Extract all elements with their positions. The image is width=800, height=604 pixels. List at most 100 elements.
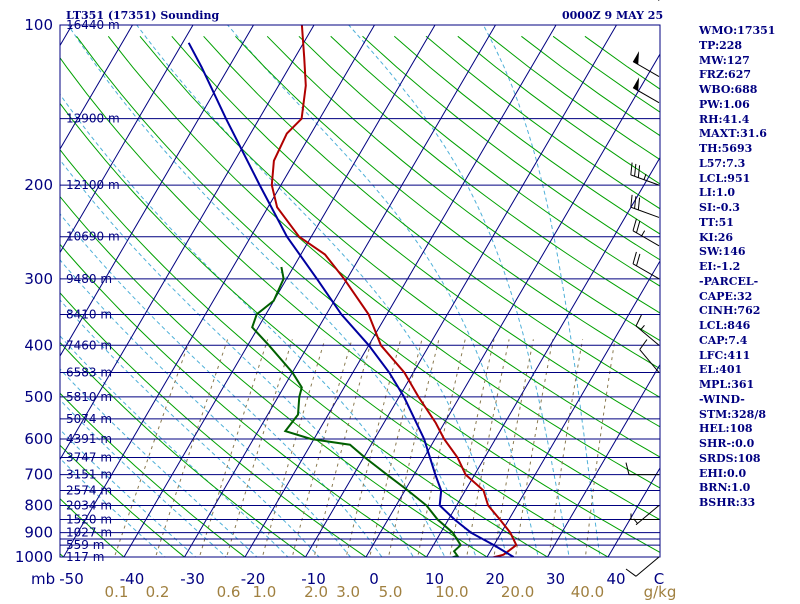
temperature-tick-label: 40 bbox=[606, 570, 625, 588]
mixing-ratio-line bbox=[311, 339, 372, 568]
height-label: 117 m bbox=[66, 550, 104, 564]
index-item: STM:328/8 bbox=[699, 408, 799, 423]
wind-barb-staff bbox=[640, 350, 659, 373]
pressure-tick-label: 400 bbox=[24, 336, 53, 354]
wind-barb-flag bbox=[636, 254, 639, 266]
index-item: LCL:951 bbox=[699, 172, 799, 187]
mixing-ratio-tick-label: 10.0 bbox=[435, 583, 468, 600]
isotherm bbox=[0, 13, 260, 568]
wind-barb-staff bbox=[631, 207, 659, 217]
index-item: LI:1.0 bbox=[699, 186, 799, 201]
chart-title-station: LT351 (17351) Sounding bbox=[66, 9, 219, 22]
wind-barb bbox=[626, 463, 659, 475]
moist-adiabat bbox=[137, 25, 511, 568]
index-item: BRN:1.0 bbox=[699, 481, 799, 496]
height-label: 6583 m bbox=[66, 366, 112, 380]
pressure-tick-label: 100 bbox=[24, 16, 53, 34]
index-item: SI:-0.3 bbox=[699, 201, 799, 216]
index-item: WMO:17351 bbox=[699, 24, 799, 39]
height-label: 7460 m bbox=[66, 338, 112, 352]
mixing-ratio-tick-label: 0.2 bbox=[146, 583, 170, 600]
moist-adiabat bbox=[0, 25, 269, 568]
wind-barb-flag bbox=[626, 569, 636, 576]
temperature-tick-label: -50 bbox=[59, 570, 84, 588]
mixing-ratio-tick-label: 0.6 bbox=[217, 583, 241, 600]
wind-barb bbox=[633, 252, 659, 279]
index-item: CAP:7.4 bbox=[699, 334, 799, 349]
temperature-tick-label: 30 bbox=[546, 570, 565, 588]
height-label: 10690 m bbox=[66, 230, 120, 244]
index-item: -PARCEL- bbox=[699, 275, 799, 290]
mixing-ratio-tick-label: 5.0 bbox=[379, 583, 403, 600]
index-item: MAXT:31.6 bbox=[699, 127, 799, 142]
moist-adiabat bbox=[68, 25, 480, 568]
index-item: LCL:846 bbox=[699, 319, 799, 334]
plot-area bbox=[0, 13, 800, 568]
wind-barb bbox=[636, 315, 659, 345]
pressure-tick-label: 300 bbox=[24, 270, 53, 288]
wind-barb-staff bbox=[633, 62, 659, 77]
mixing-ratio-tick-label: 3.0 bbox=[336, 583, 360, 600]
index-item: CAPE:32 bbox=[699, 290, 799, 305]
wind-barb-half-flag bbox=[642, 231, 645, 236]
index-item: SRDS:108 bbox=[699, 452, 799, 467]
temperature-tick-label: -30 bbox=[180, 570, 205, 588]
index-item: WBO:688 bbox=[699, 83, 799, 98]
wind-barb-flag bbox=[638, 165, 639, 177]
index-item: KI:26 bbox=[699, 231, 799, 246]
dry-adiabat bbox=[77, 36, 751, 568]
isotherm bbox=[299, 13, 624, 568]
wind-barb-flag bbox=[636, 315, 641, 326]
dry-adiabat bbox=[0, 36, 260, 568]
wind-barb bbox=[633, 77, 659, 102]
chart-title-datetime: 0000Z 9 MAY 25 bbox=[562, 9, 663, 22]
temperature-tick-label: 0 bbox=[369, 570, 379, 588]
height-label: 5074 m bbox=[66, 412, 112, 426]
index-item: SHR-:0.0 bbox=[699, 437, 799, 452]
dry-adiabat bbox=[45, 36, 690, 568]
mixing-ratio-tick-label: 20.0 bbox=[501, 583, 534, 600]
index-item: SW:146 bbox=[699, 245, 799, 260]
isotherm bbox=[0, 13, 321, 568]
wind-barb-flag bbox=[636, 221, 639, 233]
height-label: 5810 m bbox=[66, 390, 112, 404]
wind-barb-flag bbox=[633, 219, 636, 231]
wind-barb-staff bbox=[644, 0, 659, 1]
dry-adiabat bbox=[0, 36, 76, 568]
wind-barb-half-flag bbox=[641, 325, 645, 330]
isotherm bbox=[117, 13, 442, 568]
mixing-ratio-line bbox=[584, 339, 615, 568]
height-label: 2034 m bbox=[66, 498, 112, 512]
index-item: -WIND- bbox=[699, 393, 799, 408]
mixing-ratio-unit-label: g/kg bbox=[644, 583, 677, 600]
wind-barb-flag bbox=[633, 252, 636, 264]
index-item: FRZ:627 bbox=[699, 68, 799, 83]
wind-barb-half-flag bbox=[644, 174, 646, 180]
height-label: 3747 m bbox=[66, 450, 112, 464]
index-item: LFC:411 bbox=[699, 349, 799, 364]
pressure-tick-label: 800 bbox=[24, 496, 53, 514]
mixing-ratio-line bbox=[152, 339, 228, 568]
moist-adiabat bbox=[349, 25, 572, 568]
isotherm bbox=[178, 13, 503, 568]
wind-barb-flag bbox=[635, 196, 636, 208]
index-item: MPL:361 bbox=[699, 378, 799, 393]
dry-adiabat bbox=[0, 36, 383, 568]
index-item: EL:401 bbox=[699, 363, 799, 378]
height-label: 1520 m bbox=[66, 512, 112, 526]
height-label: 4391 m bbox=[66, 432, 112, 446]
wind-barb-staff bbox=[636, 326, 659, 345]
wind-barb bbox=[631, 195, 659, 218]
index-item: TH:5693 bbox=[699, 142, 799, 157]
index-item: BSHR:33 bbox=[699, 496, 799, 511]
pressure-tick-label: 700 bbox=[24, 466, 53, 484]
height-label: 13900 m bbox=[66, 112, 120, 126]
pressure-unit-label: mb bbox=[31, 570, 55, 588]
pressure-tick-label: 200 bbox=[24, 176, 53, 194]
mixing-ratio-tick-label: 0.1 bbox=[105, 583, 129, 600]
index-item: MW:127 bbox=[699, 54, 799, 69]
pressure-tick-label: 900 bbox=[24, 524, 53, 542]
pressure-tick-label: 500 bbox=[24, 388, 53, 406]
